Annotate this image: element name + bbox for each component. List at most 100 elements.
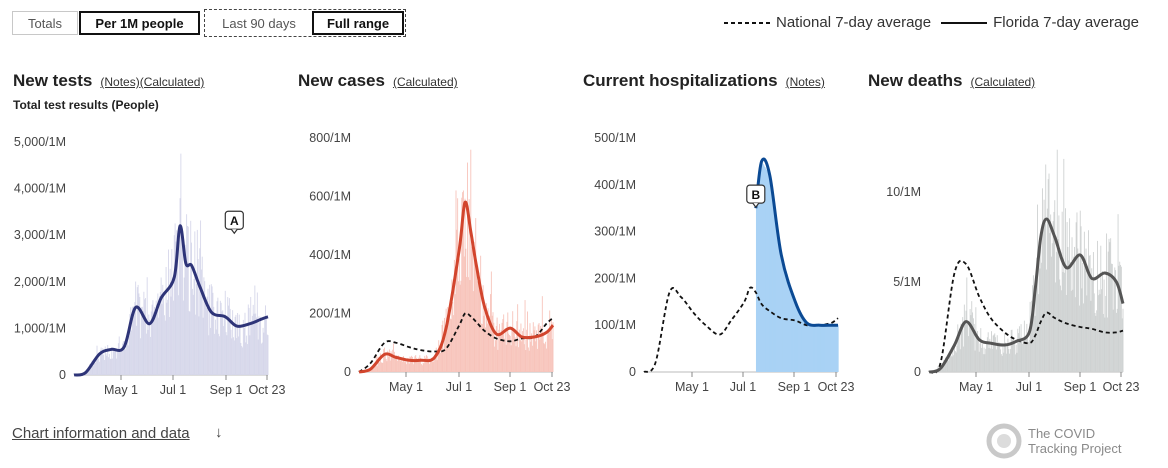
full-range-toggle[interactable]: Full range	[312, 11, 404, 35]
daily-bar	[1090, 300, 1092, 372]
daily-bar	[1080, 226, 1082, 372]
daily-bar	[986, 341, 987, 372]
x-tick-label: Jul 1	[446, 380, 472, 394]
totals-toggle[interactable]: Totals	[12, 11, 78, 35]
daily-bar	[760, 168, 762, 372]
hosp-chart: 0 100/1M 200/1M 300/1M 400/1M 500/1M May 1 Jul …	[594, 131, 854, 394]
daily-bar	[797, 306, 799, 372]
daily-bar	[435, 347, 437, 372]
daily-bar	[822, 325, 824, 372]
daily-bar	[532, 322, 534, 372]
daily-bar	[161, 304, 163, 375]
daily-bar	[187, 226, 189, 375]
daily-bar	[172, 283, 174, 375]
chart-information-link[interactable]: Chart information and data	[12, 425, 190, 442]
y-tick-label: 300/1M	[594, 225, 636, 239]
daily-bar	[389, 360, 391, 372]
daily-bars	[74, 153, 269, 375]
legend-label-national: National 7-day average	[776, 14, 932, 31]
daily-bar	[1004, 342, 1006, 372]
chart-legend: National 7-day average Florida 7-day ave…	[724, 14, 1149, 31]
daily-bar	[229, 308, 231, 375]
daily-bar	[460, 280, 462, 372]
daily-bar	[1068, 260, 1070, 372]
daily-bar	[481, 323, 482, 372]
daily-bar	[147, 329, 149, 375]
daily-bar	[815, 324, 818, 372]
daily-bar	[204, 281, 206, 375]
hosp-notes-link[interactable]: (Notes)	[785, 75, 825, 89]
daily-bar	[1112, 309, 1114, 372]
daily-bar	[380, 362, 382, 372]
daily-bar	[136, 287, 138, 375]
daily-bar	[142, 310, 144, 375]
daily-bar	[548, 332, 550, 372]
last-90-days-toggle[interactable]: Last 90 days	[208, 11, 310, 35]
daily-bar	[404, 362, 406, 372]
daily-bar	[518, 329, 520, 372]
daily-bar	[170, 296, 172, 375]
daily-bar	[475, 218, 477, 372]
daily-bar	[980, 328, 982, 372]
daily-bar	[1121, 318, 1123, 372]
daily-bar	[1028, 342, 1029, 372]
daily-bar	[114, 350, 116, 375]
daily-bar	[1075, 222, 1077, 372]
daily-bar	[390, 351, 392, 372]
daily-bar	[988, 347, 990, 372]
daily-bar	[144, 299, 146, 375]
daily-bar	[245, 342, 247, 375]
daily-bar	[985, 348, 987, 372]
tests-calculated-link[interactable]: (Calculated)	[139, 75, 205, 89]
daily-bar	[131, 307, 133, 375]
daily-bar	[1013, 339, 1015, 372]
y-tick-label: 0	[59, 368, 66, 382]
y-tick-label: 10/1M	[886, 185, 921, 199]
daily-bar	[1054, 200, 1056, 372]
deaths-calculated-link[interactable]: (Calculated)	[970, 75, 1036, 89]
x-tick-label: May 1	[675, 380, 709, 394]
daily-bar	[392, 349, 394, 372]
daily-bar	[539, 339, 541, 372]
state-average-line	[73, 224, 269, 377]
cases-calculated-link[interactable]: (Calculated)	[392, 75, 458, 89]
daily-bar	[1078, 305, 1080, 372]
daily-bar	[835, 325, 838, 372]
daily-bar	[798, 309, 801, 372]
daily-bar	[1066, 222, 1068, 372]
daily-bar	[942, 363, 944, 372]
daily-bar	[160, 277, 162, 375]
national-average-line	[643, 286, 839, 373]
daily-bar	[1062, 272, 1064, 372]
daily-bar	[476, 281, 478, 372]
daily-bar	[94, 362, 96, 375]
tests-notes-link[interactable]: (Notes)	[100, 75, 140, 89]
daily-bar	[401, 357, 403, 372]
daily-bar	[412, 364, 414, 372]
daily-bar	[379, 362, 381, 372]
daily-bar	[834, 325, 837, 372]
daily-bar	[802, 315, 804, 372]
daily-bar	[485, 303, 487, 372]
daily-bar	[430, 359, 431, 372]
daily-bar	[149, 336, 151, 375]
daily-bar	[990, 348, 992, 372]
daily-bar	[211, 286, 213, 375]
daily-bar	[444, 333, 446, 372]
daily-bar	[189, 311, 191, 375]
x-tick-label: Sep 1	[210, 383, 243, 397]
daily-bar	[99, 349, 101, 375]
daily-bar	[1082, 262, 1084, 372]
daily-bar	[1041, 188, 1043, 372]
daily-bar	[1011, 329, 1013, 372]
daily-bar	[214, 319, 216, 375]
daily-bar	[250, 296, 252, 375]
daily-bar	[1037, 294, 1039, 372]
daily-bar	[531, 333, 533, 372]
daily-bar	[254, 285, 256, 375]
covid-tracking-project-logo[interactable]: The COVID Tracking Project	[986, 421, 1121, 461]
daily-bar	[413, 358, 415, 372]
per-1m-toggle[interactable]: Per 1M people	[79, 11, 200, 35]
daily-bar	[1108, 238, 1110, 372]
annotation-marker-b: B	[746, 184, 766, 209]
